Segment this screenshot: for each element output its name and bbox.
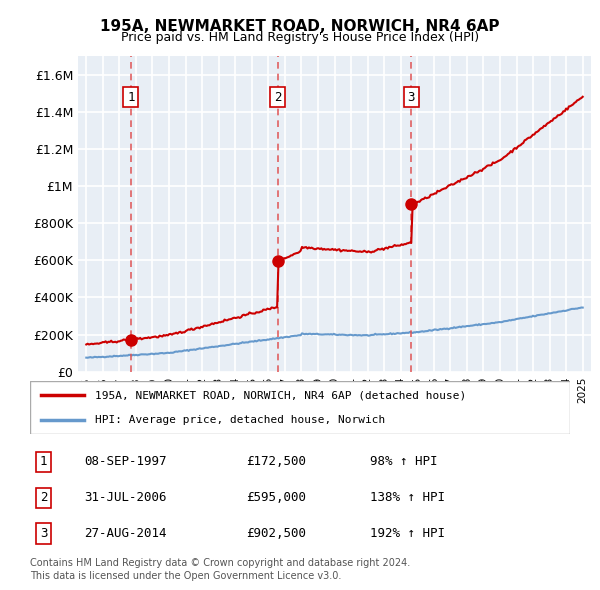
Text: 31-JUL-2006: 31-JUL-2006 <box>84 491 167 504</box>
Text: 195A, NEWMARKET ROAD, NORWICH, NR4 6AP: 195A, NEWMARKET ROAD, NORWICH, NR4 6AP <box>100 19 500 34</box>
Text: Price paid vs. HM Land Registry's House Price Index (HPI): Price paid vs. HM Land Registry's House … <box>121 31 479 44</box>
Text: HPI: Average price, detached house, Norwich: HPI: Average price, detached house, Norw… <box>95 415 385 425</box>
Text: 3: 3 <box>40 527 47 540</box>
Text: 1: 1 <box>127 91 134 104</box>
FancyBboxPatch shape <box>30 381 570 434</box>
Text: 27-AUG-2014: 27-AUG-2014 <box>84 527 167 540</box>
Text: Contains HM Land Registry data © Crown copyright and database right 2024.: Contains HM Land Registry data © Crown c… <box>30 558 410 568</box>
Text: £595,000: £595,000 <box>246 491 306 504</box>
Text: This data is licensed under the Open Government Licence v3.0.: This data is licensed under the Open Gov… <box>30 571 341 581</box>
Text: 2: 2 <box>40 491 47 504</box>
Text: £902,500: £902,500 <box>246 527 306 540</box>
Text: 2: 2 <box>274 91 281 104</box>
Text: 192% ↑ HPI: 192% ↑ HPI <box>370 527 445 540</box>
Text: 195A, NEWMARKET ROAD, NORWICH, NR4 6AP (detached house): 195A, NEWMARKET ROAD, NORWICH, NR4 6AP (… <box>95 391 466 401</box>
Text: 08-SEP-1997: 08-SEP-1997 <box>84 455 167 468</box>
Text: 138% ↑ HPI: 138% ↑ HPI <box>370 491 445 504</box>
Text: 1: 1 <box>40 455 47 468</box>
Text: £172,500: £172,500 <box>246 455 306 468</box>
Text: 98% ↑ HPI: 98% ↑ HPI <box>370 455 438 468</box>
Text: 3: 3 <box>407 91 415 104</box>
